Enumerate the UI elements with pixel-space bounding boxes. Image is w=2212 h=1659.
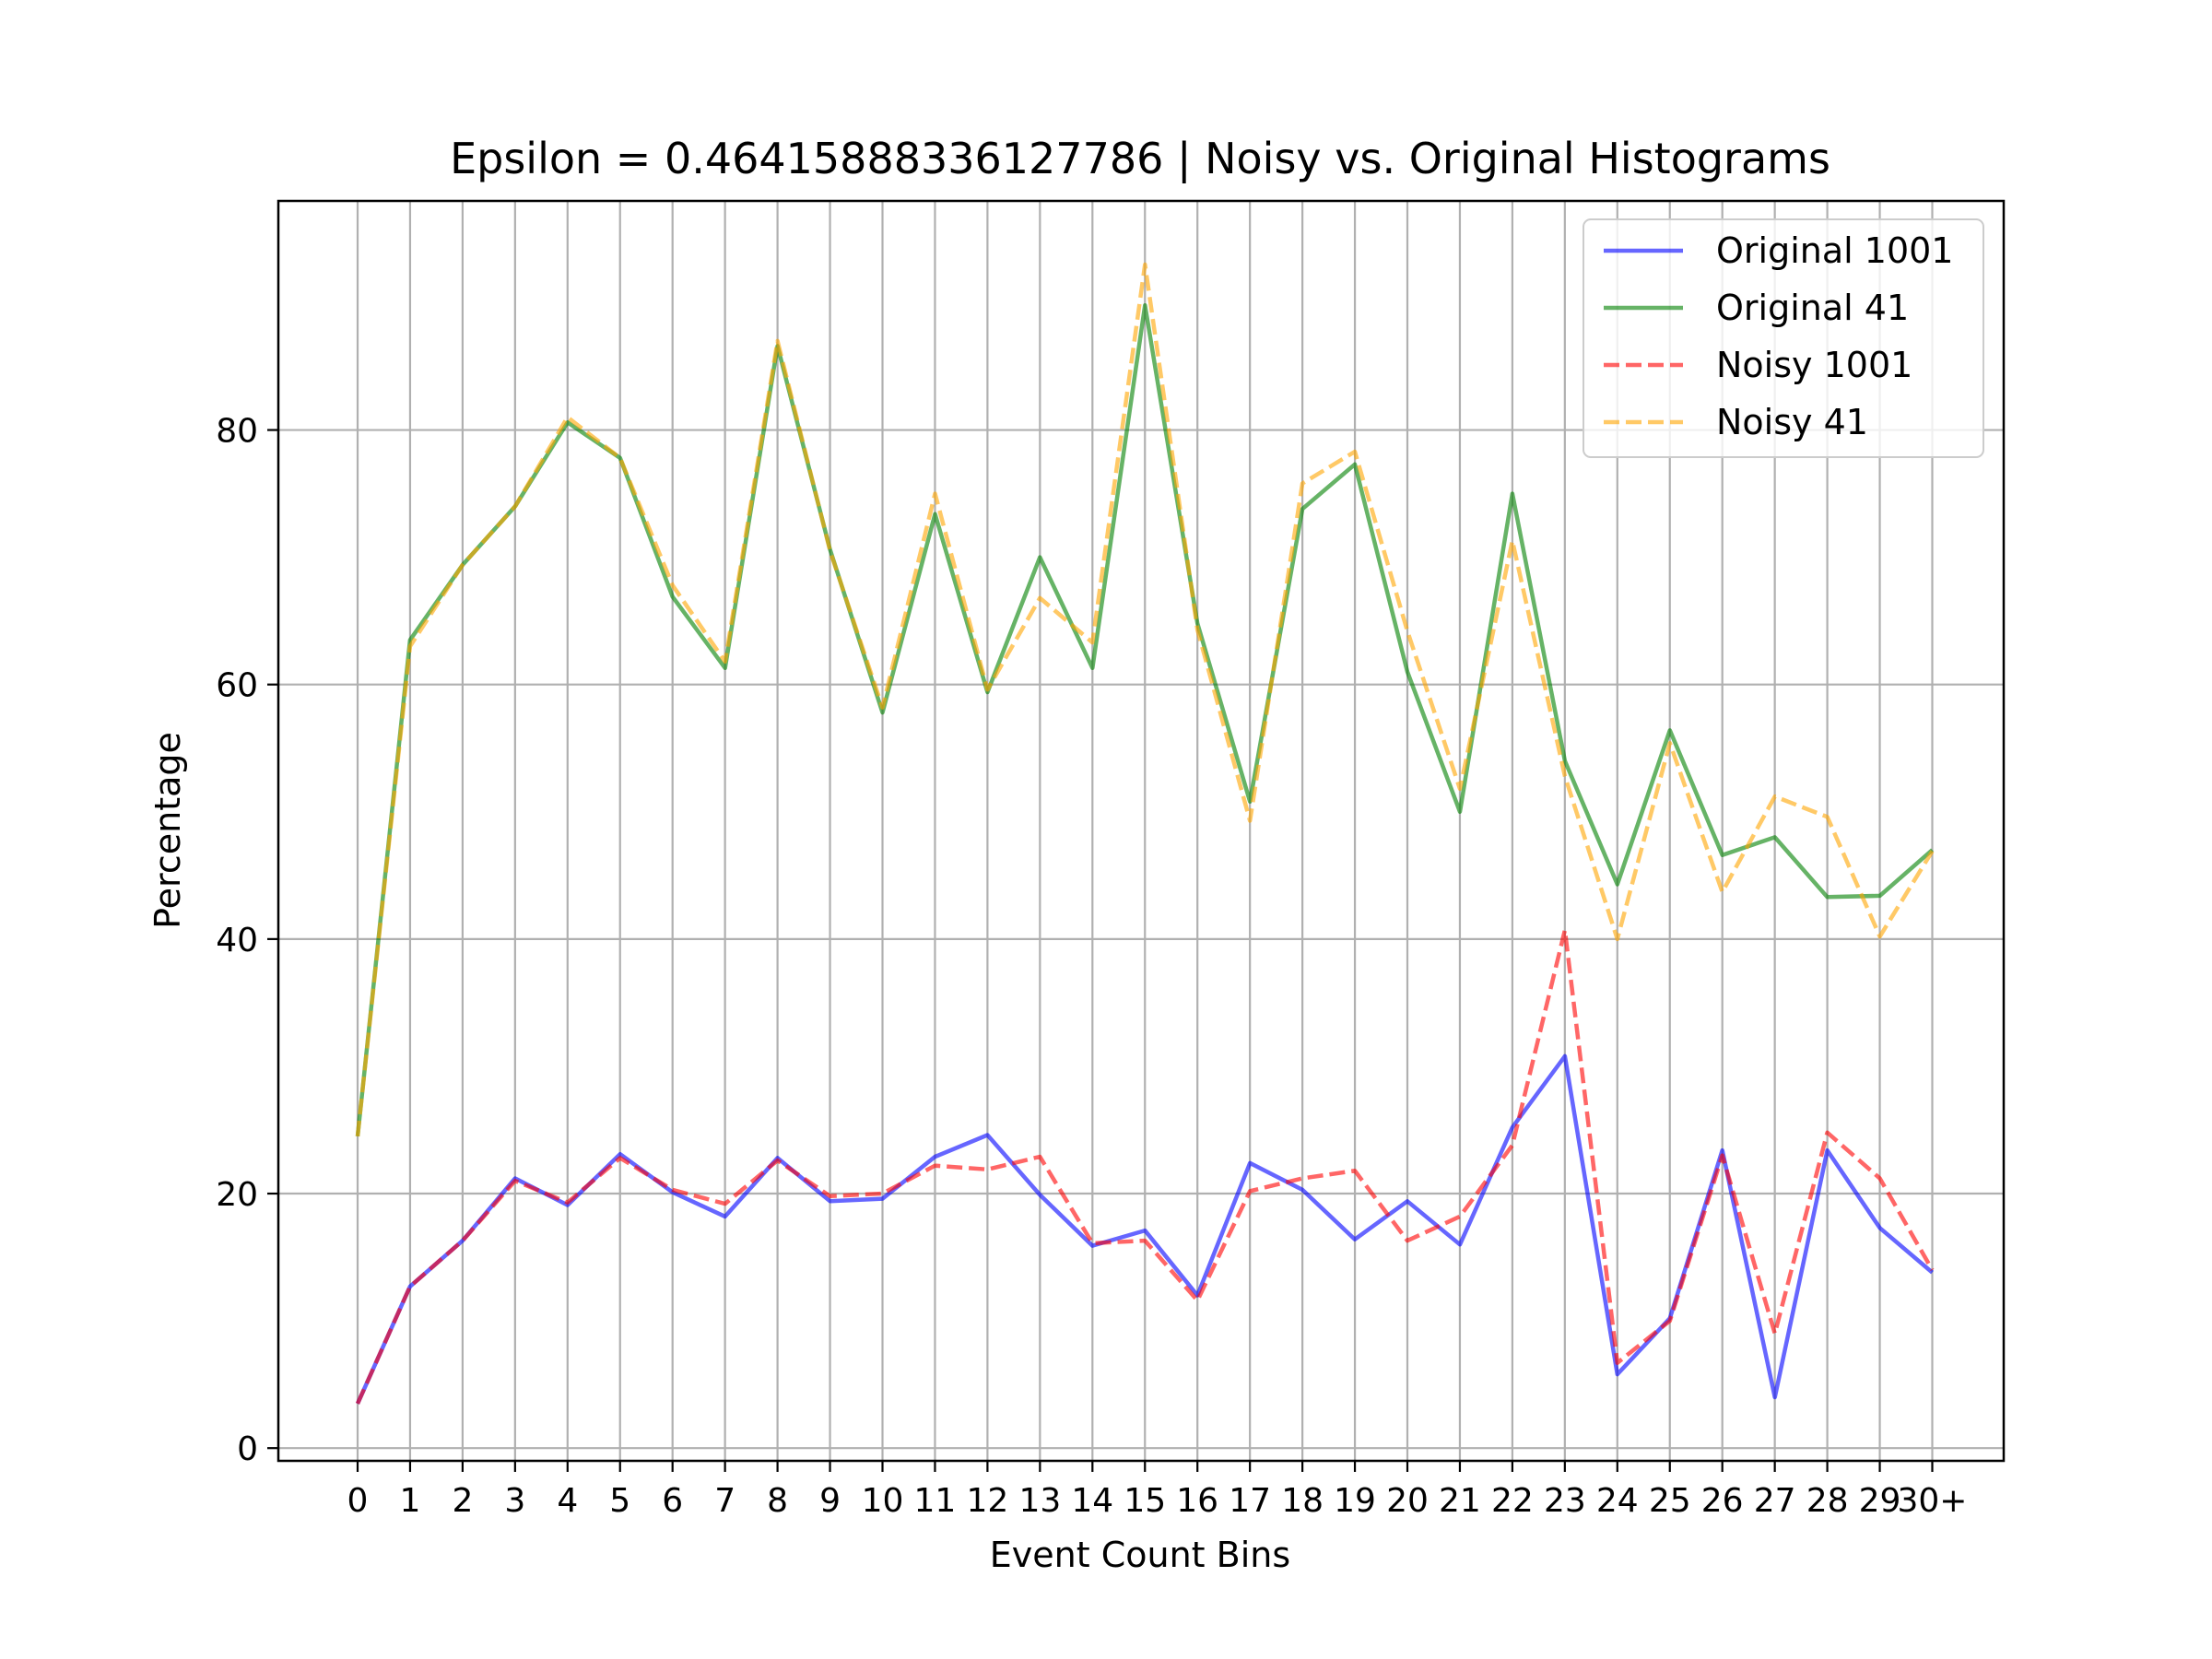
- chart-title: Epsilon = 0.46415888336127786 | Noisy vs…: [450, 134, 1830, 184]
- x-axis-ticks: 0 1 2 3 4 5 6 7 8 9 10 11 12 13 14 15 16 17 18 19 20 21 22 23 24…: [347, 1461, 1968, 1520]
- plot-area-frame: [276, 199, 2006, 1463]
- legend-label: Noisy 1001: [1716, 345, 1912, 385]
- x-tick-label: 22: [1491, 1482, 1534, 1520]
- y-axis-label: Percentage: [147, 732, 188, 929]
- x-tick-label: 18: [1281, 1482, 1324, 1520]
- y-axis-ticks: 0 20 40 60 80: [216, 413, 278, 1468]
- y-tick-label: 40: [216, 922, 258, 959]
- x-tick-label: 15: [1124, 1482, 1166, 1520]
- x-tick-label: 26: [1701, 1482, 1744, 1520]
- legend: Original 1001 Original 41 Noisy 1001 Noisy …: [1583, 218, 1984, 458]
- x-tick-label: 10: [862, 1482, 904, 1520]
- x-tick-label: 11: [914, 1482, 957, 1520]
- series-lines: [355, 262, 1935, 1405]
- x-tick-label: 9: [819, 1482, 841, 1520]
- series-line-original-41: [355, 302, 1934, 1137]
- x-tick-label: 24: [1596, 1482, 1639, 1520]
- x-tick-label: 2: [452, 1482, 473, 1520]
- legend-label: Original 41: [1716, 288, 1909, 328]
- x-tick-label: 28: [1806, 1482, 1849, 1520]
- x-tick-label: 5: [609, 1482, 630, 1520]
- x-tick-label: 29: [1859, 1482, 1901, 1520]
- series-line-noisy-41: [355, 262, 1935, 1137]
- x-tick-label: 7: [714, 1482, 735, 1520]
- x-tick-label: 6: [662, 1482, 683, 1520]
- x-tick-label: 17: [1229, 1482, 1271, 1520]
- x-tick-label: 30+: [1898, 1482, 1968, 1520]
- legend-label: Noisy 41: [1716, 402, 1868, 442]
- x-tick-label: 21: [1439, 1482, 1481, 1520]
- x-tick-label: 14: [1071, 1482, 1113, 1520]
- x-tick-label: 3: [504, 1482, 525, 1520]
- y-tick-label: 20: [216, 1176, 258, 1214]
- x-tick-label: 19: [1334, 1482, 1376, 1520]
- x-tick-label: 4: [557, 1482, 578, 1520]
- x-axis-label: Event Count Bins: [990, 1535, 1290, 1575]
- y-tick-label: 80: [216, 413, 258, 451]
- x-tick-label: 8: [767, 1482, 788, 1520]
- x-tick-label: 0: [347, 1482, 369, 1520]
- x-tick-label: 27: [1754, 1482, 1796, 1520]
- x-tick-label: 13: [1018, 1482, 1061, 1520]
- x-tick-label: 23: [1544, 1482, 1586, 1520]
- x-tick-label: 16: [1176, 1482, 1218, 1520]
- legend-box: [1583, 218, 1984, 458]
- y-tick-label: 0: [237, 1430, 258, 1468]
- x-tick-label: 20: [1386, 1482, 1429, 1520]
- x-tick-label: 25: [1649, 1482, 1691, 1520]
- y-tick-label: 60: [216, 667, 258, 705]
- x-tick-label: 12: [966, 1482, 1008, 1520]
- x-tick-label: 1: [399, 1482, 420, 1520]
- legend-label: Original 1001: [1716, 230, 1953, 271]
- series-line-noisy-1001: [355, 927, 1935, 1405]
